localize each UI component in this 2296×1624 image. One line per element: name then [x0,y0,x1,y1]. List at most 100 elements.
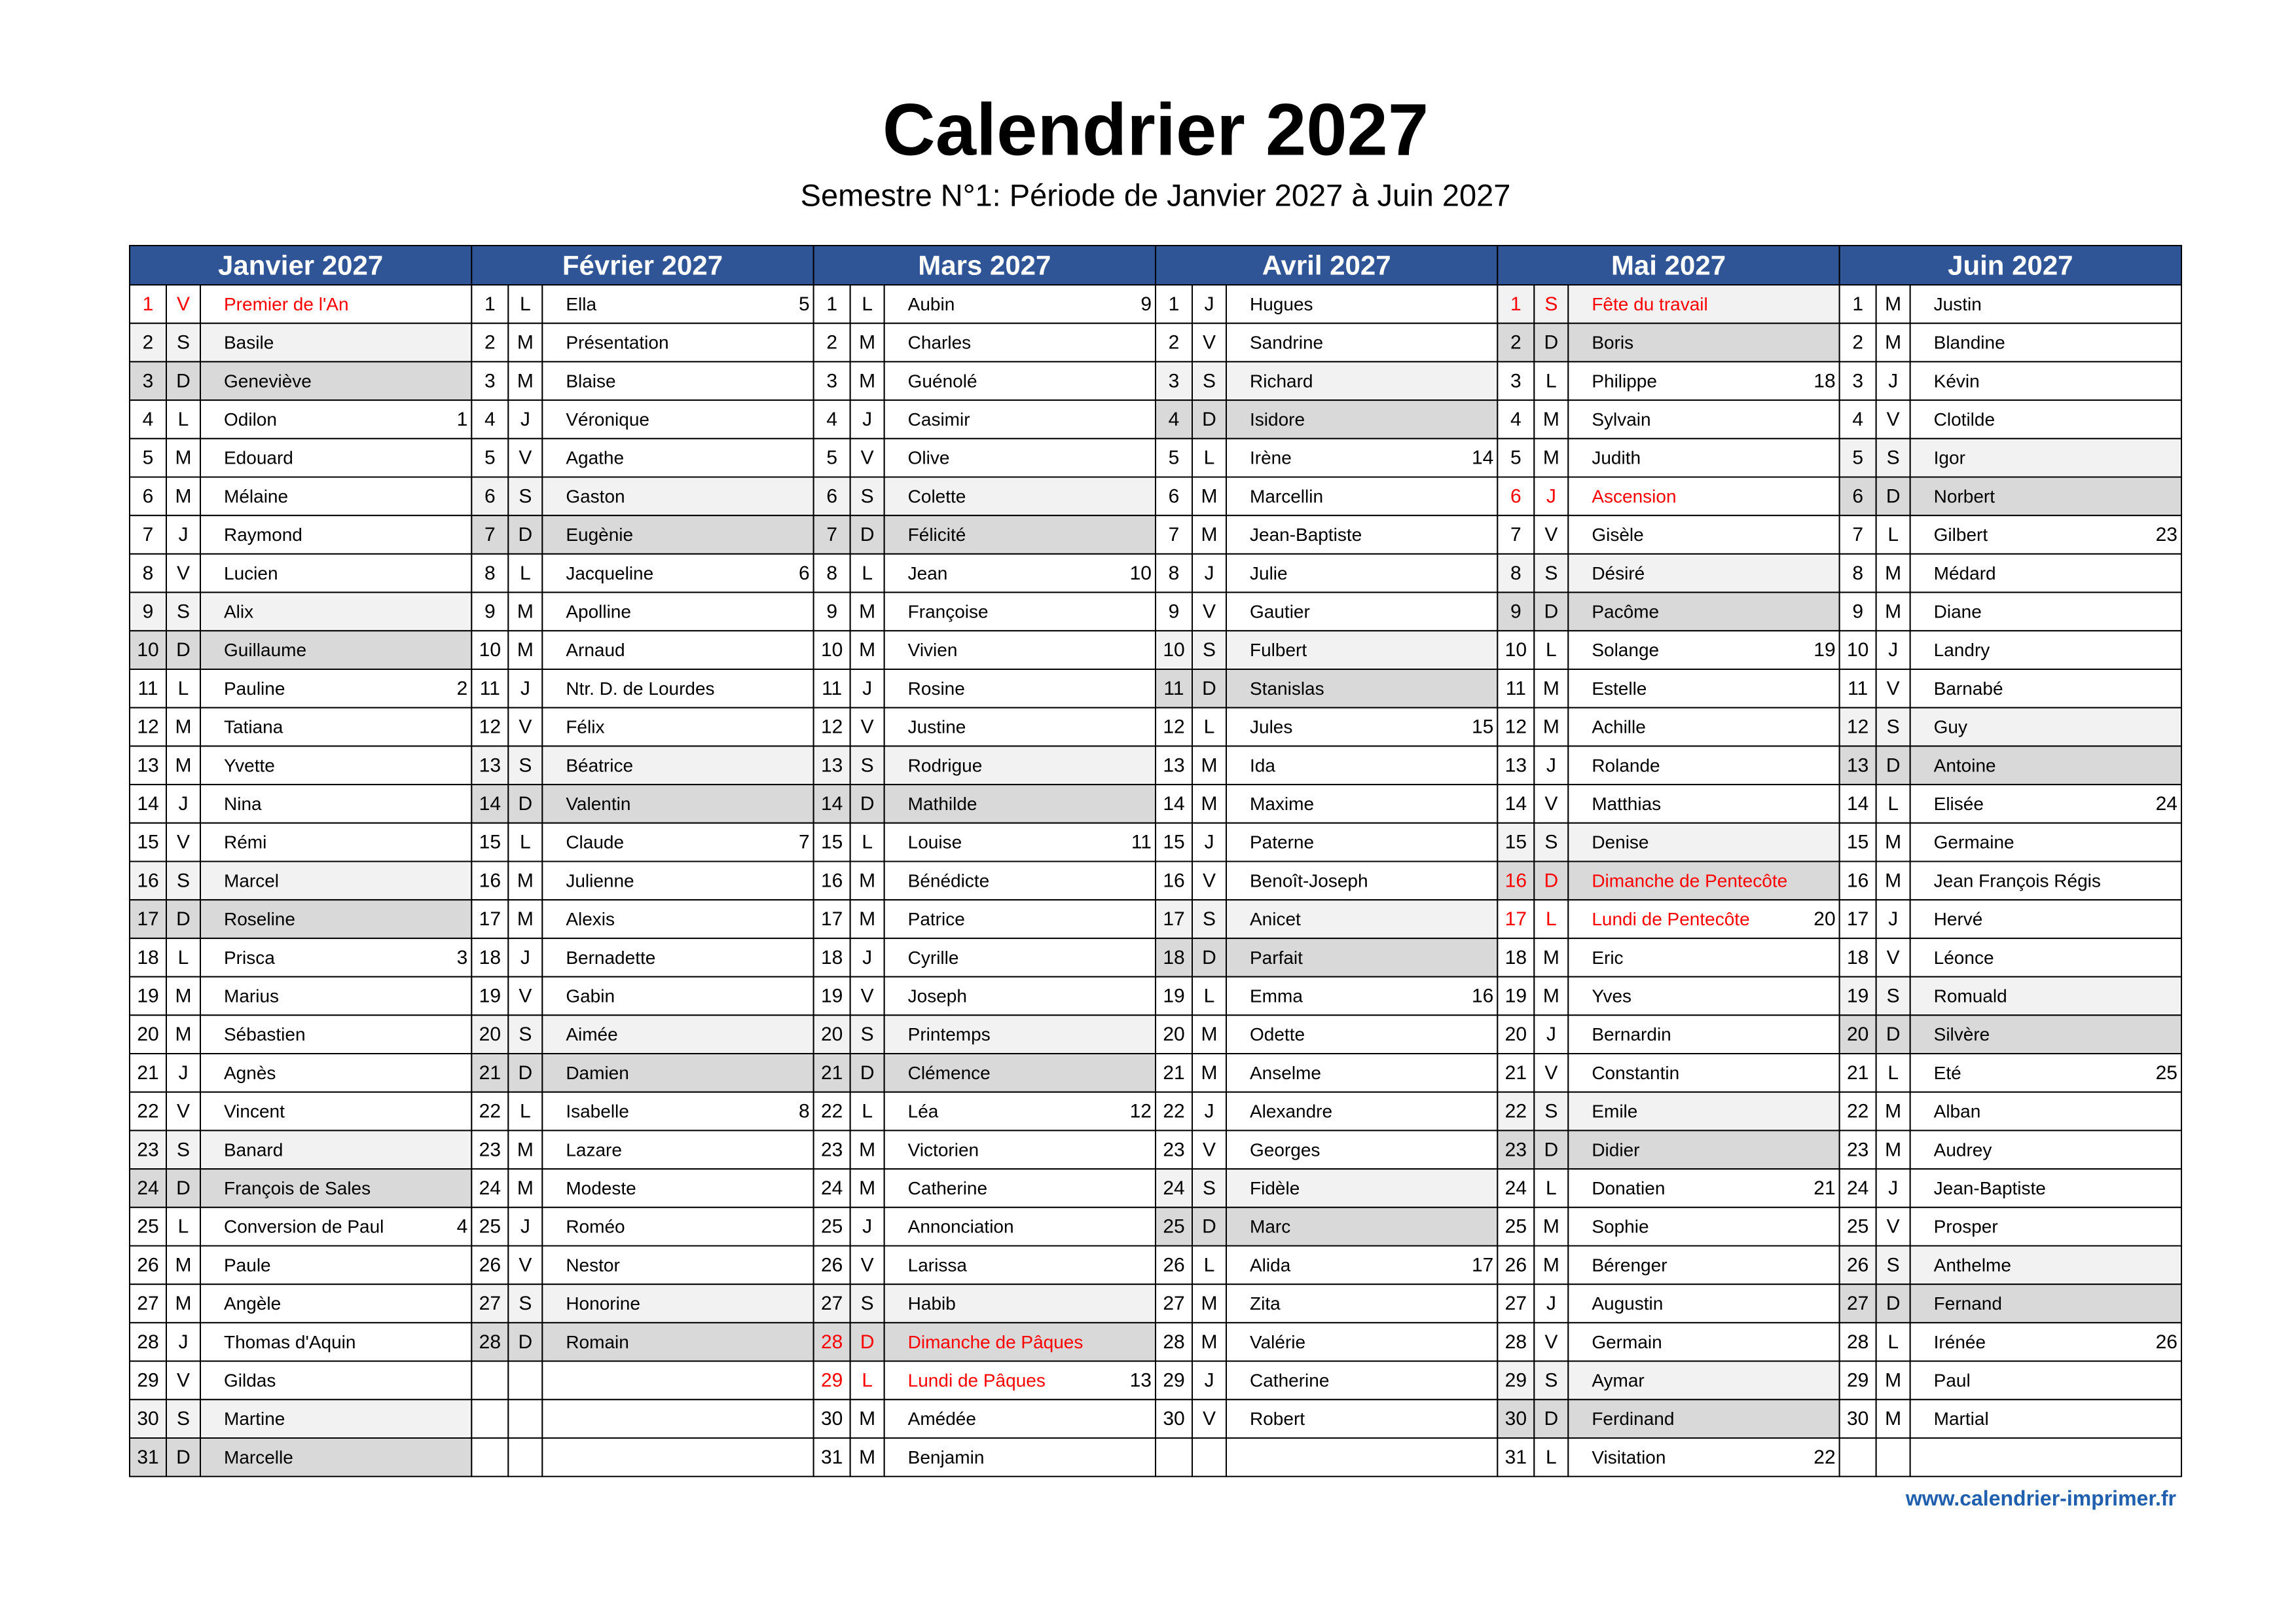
saint-name: Thomas d'Aquin [224,1332,355,1352]
cell [1192,1283,1227,1323]
cell [1155,1053,1193,1093]
cell [883,284,1156,324]
saint-name: Patrice [908,909,965,929]
cell [166,822,201,862]
weekday: M [1201,793,1218,815]
cell [507,669,543,709]
cell [541,1014,814,1055]
cell [1838,1014,1877,1055]
week-number: 24 [2156,793,2178,815]
weekday: V [519,716,532,738]
weekday: V [1544,1331,1558,1353]
saint-name: Georges [1250,1139,1320,1160]
weekday: V [177,1101,190,1122]
weekday: J [862,678,872,699]
cell [812,860,851,901]
cell [541,937,814,978]
saint-name: Alexis [566,909,615,929]
cell [1192,1168,1227,1208]
weekday: L [862,832,873,853]
weekday: V [861,985,874,1006]
cell [1226,976,1499,1016]
saint-name: Anthelme [1934,1255,2011,1275]
day-number: 17 [479,908,501,930]
saint-name: Pauline [224,678,285,699]
weekday: D [1202,678,1216,699]
saint-name: Philippe [1592,371,1657,391]
weekday: M [1885,332,1901,354]
cell [1226,1360,1499,1401]
weekday: M [517,1177,534,1199]
cell [849,591,885,632]
saint-name: Vivien [908,640,958,660]
day-number: 28 [479,1331,501,1353]
weekday: V [1887,947,1900,969]
month-header [129,245,473,286]
day-number: 2 [143,332,154,354]
day-number: 10 [1505,639,1527,661]
weekday: L [520,563,531,584]
weekday: L [1204,985,1215,1006]
saint-name: Charles [908,333,971,353]
day-number: 28 [1163,1331,1184,1353]
cell [166,1206,201,1247]
weekday: M [175,1293,192,1314]
weekday: D [860,793,875,815]
cell [200,1206,473,1247]
day-number: 28 [1505,1331,1527,1353]
cell [1909,1399,2183,1439]
cell [166,899,201,939]
saint-name: Tatiana [224,717,283,737]
weekday: S [519,485,532,507]
day-number: 16 [821,870,843,891]
day-number: 13 [1847,754,1868,776]
day-number: 9 [143,600,154,622]
cell [883,630,1156,670]
weekday: S [1887,716,1900,738]
cell [812,553,851,593]
day-number: 19 [821,985,843,1006]
day-number: 1 [1510,293,1522,315]
cell [200,707,473,747]
day-number: 9 [1169,600,1180,622]
cell [1838,1399,1877,1439]
weekday: M [1201,1293,1218,1314]
week-number: 20 [1813,908,1835,930]
cell [1155,591,1193,632]
week-number: 7 [799,832,810,853]
weekday: L [1546,370,1557,392]
weekday: L [862,1369,873,1391]
saint-name: Mathilde [908,794,977,814]
saint-name: Marius [224,986,279,1006]
weekday: V [861,447,874,469]
cell [1226,1206,1499,1247]
day-number: 6 [1852,485,1863,507]
saint-name: Gilbert [1934,525,1988,545]
weekday: M [517,870,534,891]
weekday: S [1544,563,1558,584]
weekday: M [517,639,534,661]
cell [166,860,201,901]
day-number: 12 [1847,716,1868,738]
day-number: 29 [1505,1369,1527,1391]
saint-name: Marc [1250,1217,1290,1237]
day-number: 8 [143,563,154,584]
day-number: 5 [1169,447,1180,469]
day-number: 4 [1169,409,1180,430]
day-number: 4 [484,409,496,430]
weekday: S [1203,908,1216,930]
week-number: 11 [1131,832,1152,853]
day-number: 29 [821,1369,843,1391]
cell [1497,437,1535,478]
weekday: J [1546,1293,1556,1314]
cell [541,1091,814,1132]
saint-name: Aymar [1592,1370,1644,1390]
weekday: M [1543,447,1559,469]
cell [849,361,885,401]
day-number: 22 [821,1101,843,1122]
weekday: D [1202,409,1216,430]
saint-name: Basile [224,333,274,353]
weekday: J [179,524,189,545]
cell [1875,1168,1911,1208]
